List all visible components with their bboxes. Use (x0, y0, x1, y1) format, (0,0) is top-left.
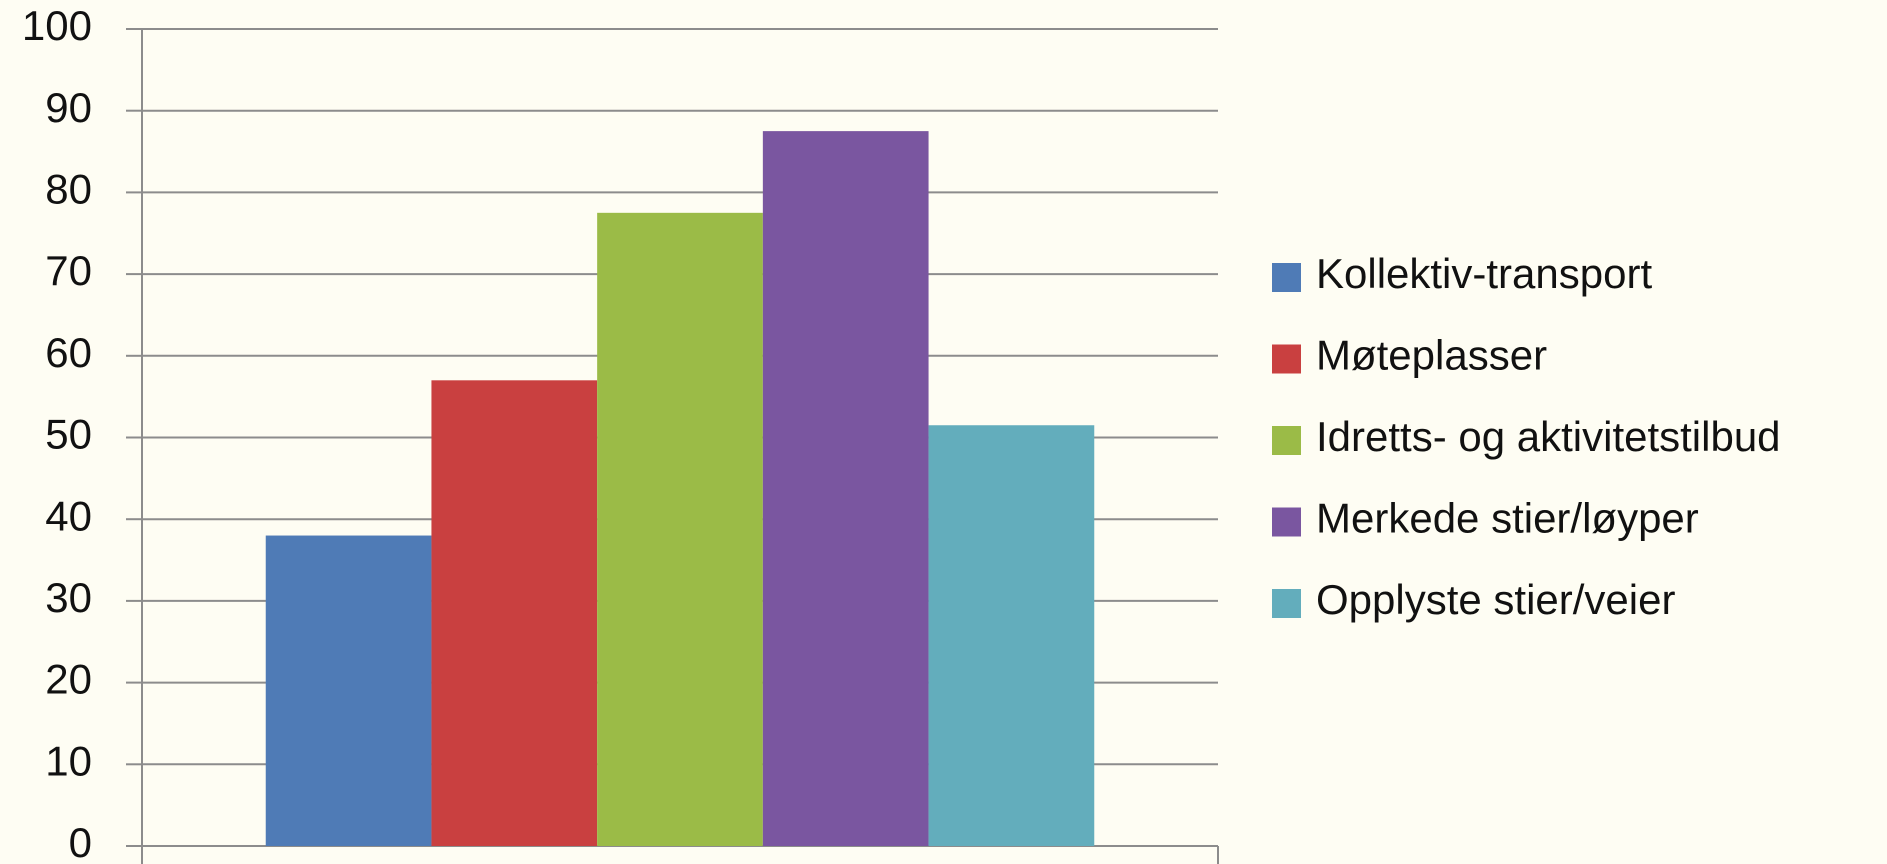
y-tick-label: 40 (45, 492, 92, 539)
y-tick-label: 30 (45, 574, 92, 621)
legend-label: Idretts- og aktivitetstilbud (1316, 413, 1781, 460)
legend-swatch (1272, 344, 1301, 374)
bar (431, 380, 598, 846)
bar (597, 212, 763, 846)
y-tick-label: 60 (45, 329, 92, 376)
y-tick-label: 20 (45, 656, 92, 703)
legend-label: Kollektiv-transport (1316, 250, 1652, 297)
y-tick-label: 10 (45, 737, 92, 784)
y-tick-label: 90 (45, 84, 92, 131)
legend-label: Opplyste stier/veier (1316, 576, 1675, 623)
y-tick-label: 80 (45, 165, 92, 212)
legend-label: Møteplasser (1316, 332, 1547, 379)
bar (762, 131, 929, 846)
y-tick-label: 50 (45, 411, 92, 458)
y-tick-label: 100 (22, 2, 92, 49)
legend-swatch (1272, 589, 1301, 618)
legend-swatch (1272, 263, 1301, 292)
y-tick-label: 0 (69, 819, 92, 864)
y-tick-label: 70 (45, 247, 92, 294)
legend-swatch (1272, 507, 1301, 537)
legend-label: Merkede stier/løyper (1316, 495, 1699, 542)
bar (265, 535, 432, 846)
bar (928, 425, 1095, 846)
legend-swatch (1272, 426, 1301, 455)
